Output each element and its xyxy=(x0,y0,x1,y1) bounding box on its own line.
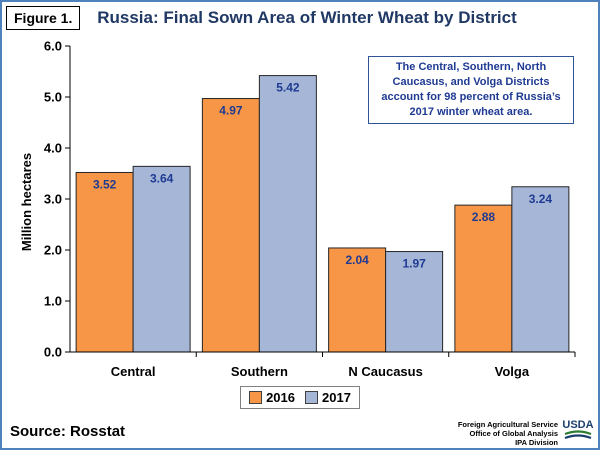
x-category-label: Central xyxy=(111,364,156,379)
legend-label-2017: 2017 xyxy=(322,390,351,405)
y-tick-label: 3.0 xyxy=(44,192,62,207)
y-tick-label: 1.0 xyxy=(44,294,62,309)
usda-logo-icon: USDA xyxy=(562,419,594,440)
bar-2016-central xyxy=(75,171,134,353)
data-label: 2.04 xyxy=(345,253,369,267)
data-label: 3.24 xyxy=(529,192,553,206)
bar-2017-central xyxy=(132,165,191,353)
axes-layer xyxy=(65,45,576,357)
data-label: 3.64 xyxy=(150,171,174,185)
agency-line: IPA Division xyxy=(515,438,558,447)
legend-box: 2016 2017 xyxy=(240,386,360,409)
legend-swatch-2016 xyxy=(249,391,263,404)
legend-label-2016: 2016 xyxy=(266,390,295,405)
bars-layer xyxy=(75,75,570,353)
y-tick-label: 6.0 xyxy=(44,39,62,54)
legend-swatch-2017 xyxy=(305,391,318,404)
callout-note: The Central, Southern, North Caucasus, a… xyxy=(368,56,574,124)
data-label: 5.42 xyxy=(276,81,300,95)
y-tick-label: 2.0 xyxy=(44,243,62,258)
data-label: 3.52 xyxy=(93,177,117,191)
chart-title: Russia: Final Sown Area of Winter Wheat … xyxy=(97,8,517,27)
legend-entry-2016: 2016 xyxy=(249,390,295,405)
data-label: 2.88 xyxy=(472,210,496,224)
x-category-label: Volga xyxy=(495,364,530,379)
figure-label: Figure 1. xyxy=(6,6,81,30)
bar-2017-volga xyxy=(511,186,570,353)
y-axis-title: Million hectares xyxy=(19,153,34,251)
bar-2016-volga xyxy=(454,204,513,353)
y-tick-label: 4.0 xyxy=(44,141,62,156)
agency-line: Office of Global Analysis xyxy=(469,429,559,438)
source-note: Source: Rosstat xyxy=(10,423,126,440)
legend-entry-2017: 2017 xyxy=(305,390,351,405)
data-label: 1.97 xyxy=(402,257,426,271)
x-category-label: Southern xyxy=(231,364,288,379)
legend: 2016 2017 xyxy=(0,386,600,409)
y-tick-label: 0.0 xyxy=(44,345,62,360)
agency-line: Foreign Agricultural Service xyxy=(457,420,558,429)
labels-layer: 0.0 1.0 2.0 3.0 4.0 5.0 6.0 3.52 3.64 Central 4.97… xyxy=(44,39,552,380)
bar-2016-southern xyxy=(201,98,260,353)
y-tick-label: 5.0 xyxy=(44,90,62,105)
x-category-label: N Caucasus xyxy=(348,364,422,379)
data-label: 4.97 xyxy=(219,104,243,118)
usda-logo-text: USDA xyxy=(562,419,593,431)
bar-2017-southern xyxy=(258,75,317,353)
agency-credit: Foreign Agricultural Service Office of G… xyxy=(416,420,558,447)
